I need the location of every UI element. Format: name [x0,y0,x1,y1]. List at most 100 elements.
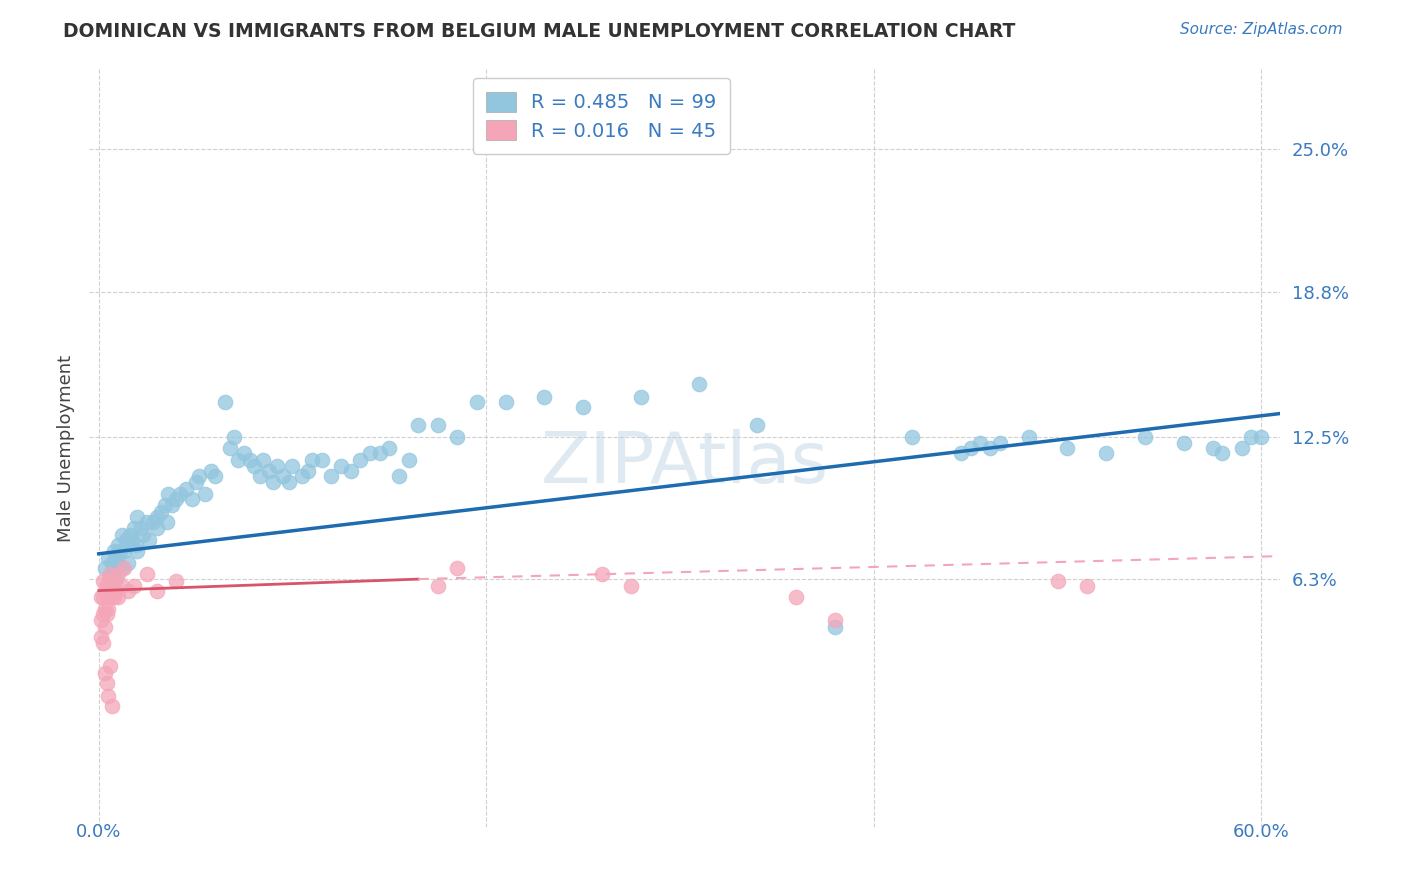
Point [103,591,125,605]
Point [426,579,449,593]
Point [103,544,125,558]
Point [101,556,124,570]
Point [117,538,139,552]
Point [101,579,124,593]
Text: 60.0%: 60.0% [1233,823,1289,841]
Point [233,445,256,459]
Point [96,579,118,593]
Point [96,607,118,621]
Y-axis label: Male Unemployment: Male Unemployment [58,354,75,541]
Text: 0.0%: 0.0% [76,823,121,841]
Point [1201,441,1223,455]
Point [949,445,972,459]
Point [124,538,146,552]
Point [239,452,262,467]
Point [101,698,124,713]
Point [959,441,981,455]
Point [291,468,314,483]
Point [100,567,122,582]
Point [349,452,371,467]
Point [157,487,180,501]
Point [277,475,299,490]
Point [100,583,122,598]
Point [165,574,187,589]
Point [495,395,517,409]
Point [122,579,145,593]
Point [426,417,449,432]
Point [214,395,236,409]
Point [97,602,120,616]
Point [146,510,169,524]
Point [108,544,131,558]
Point [105,551,128,566]
Point [1018,429,1040,443]
Point [572,400,595,414]
Point [138,533,160,547]
Point [329,459,352,474]
Point [969,436,991,450]
Point [359,445,381,459]
Text: Source: ZipAtlas.com: Source: ZipAtlas.com [1180,22,1343,37]
Point [91,636,114,650]
Point [1240,429,1263,443]
Point [174,483,197,497]
Point [688,376,710,391]
Point [194,487,217,501]
Point [93,583,115,598]
Point [97,690,120,704]
Point [117,556,139,570]
Point [1230,441,1253,455]
Point [90,591,112,605]
Point [297,464,319,478]
Point [91,591,114,605]
Point [252,452,274,467]
Point [96,591,118,605]
Point [105,583,128,598]
Point [149,505,172,519]
Point [107,591,129,605]
Point [93,560,115,574]
Point [91,607,114,621]
Point [533,391,555,405]
Point [100,659,122,673]
Point [368,445,391,459]
Point [112,560,135,574]
Point [747,417,769,432]
Point [91,574,114,589]
Point [184,475,207,490]
Point [824,620,846,634]
Point [465,395,488,409]
Text: DOMINICAN VS IMMIGRANTS FROM BELGIUM MALE UNEMPLOYMENT CORRELATION CHART: DOMINICAN VS IMMIGRANTS FROM BELGIUM MAL… [63,22,1015,41]
Point [281,459,304,474]
Point [301,452,323,467]
Point [979,441,1001,455]
Point [111,528,134,542]
Point [988,436,1011,450]
Point [824,614,846,628]
Point [1133,429,1156,443]
Point [153,499,176,513]
Point [162,499,184,513]
Point [242,459,264,474]
Point [132,528,155,542]
Point [97,551,120,566]
Point [93,620,115,634]
Point [266,459,288,474]
Point [146,521,169,535]
Point [1046,574,1069,589]
Point [101,591,124,605]
Point [591,567,613,582]
Point [249,468,271,483]
Point [271,468,294,483]
Point [136,567,159,582]
Point [155,515,177,529]
Point [100,567,122,582]
Point [107,538,129,552]
Point [321,468,343,483]
Point [620,579,643,593]
Point [136,515,159,529]
Point [339,464,361,478]
Point [112,544,135,558]
Point [901,429,924,443]
Point [97,574,120,589]
